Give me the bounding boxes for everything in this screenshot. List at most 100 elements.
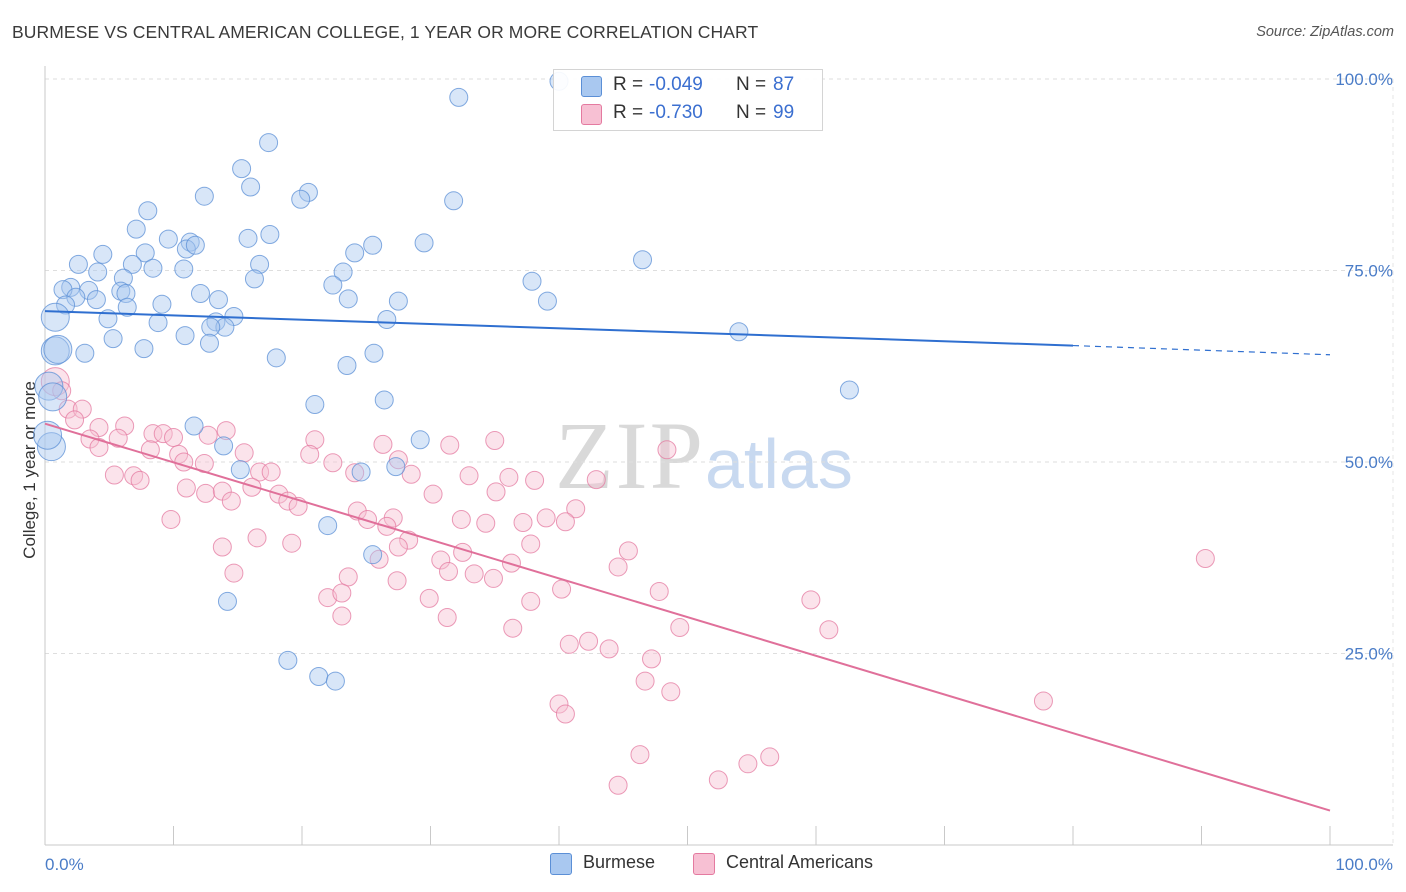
data-point-burmese xyxy=(410,430,430,450)
data-point-burmese xyxy=(364,343,384,363)
data-point-central-americans xyxy=(242,477,262,497)
y-tick-label: 25.0% xyxy=(1345,645,1393,664)
trendline-burmese xyxy=(44,310,1074,347)
trendline-burmese-extension xyxy=(1072,344,1331,356)
data-point-burmese xyxy=(291,189,311,209)
data-point-burmese xyxy=(194,186,214,206)
data-point-central-americans xyxy=(437,607,457,627)
stats-box: R = -0.049 N = 87 R = -0.730 N = 99 xyxy=(553,69,823,131)
watermark-atlas: atlas xyxy=(705,425,853,503)
data-point-central-americans xyxy=(555,512,575,532)
data-point-burmese xyxy=(174,259,194,279)
data-point-central-americans xyxy=(608,557,628,577)
data-point-central-americans xyxy=(234,443,254,463)
data-point-burmese xyxy=(116,283,136,303)
data-point-central-americans xyxy=(618,541,638,561)
data-point-burmese xyxy=(88,262,108,282)
data-point-burmese xyxy=(260,224,280,244)
data-point-central-americans xyxy=(247,528,267,548)
data-point-central-americans xyxy=(143,424,163,444)
data-point-central-americans xyxy=(642,649,662,669)
data-point-central-americans xyxy=(552,579,572,599)
data-point-central-americans xyxy=(521,534,541,554)
data-point-central-americans xyxy=(635,671,655,691)
data-point-central-americans xyxy=(282,533,302,553)
data-point-central-americans xyxy=(345,463,365,483)
data-point-central-americans xyxy=(586,470,606,490)
data-point-central-americans xyxy=(216,421,236,441)
data-point-burmese xyxy=(33,420,63,450)
r-value: -0.049 xyxy=(649,74,703,95)
data-point-burmese xyxy=(633,250,653,270)
data-point-central-americans xyxy=(318,588,338,608)
data-point-burmese xyxy=(298,182,318,202)
data-point-burmese xyxy=(325,671,345,691)
data-point-central-americans xyxy=(161,509,181,529)
data-point-burmese xyxy=(34,371,64,401)
data-point-burmese xyxy=(363,545,383,565)
data-point-central-americans xyxy=(661,682,681,702)
burmese-swatch xyxy=(550,853,572,875)
n-label: N = xyxy=(736,74,767,95)
data-point-burmese xyxy=(86,290,106,310)
data-point-central-americans xyxy=(549,694,569,714)
y-tick-label: 100.0% xyxy=(1335,70,1393,89)
data-point-central-americans xyxy=(525,470,545,490)
data-point-burmese xyxy=(175,326,195,346)
legend-label: Central Americans xyxy=(726,852,874,872)
data-point-burmese xyxy=(40,302,70,332)
data-point-central-americans xyxy=(649,581,669,601)
data-point-burmese xyxy=(305,395,325,415)
data-point-burmese xyxy=(138,201,158,221)
data-point-central-americans xyxy=(72,399,92,419)
data-point-burmese xyxy=(199,333,219,353)
r-label: R = xyxy=(613,74,644,95)
data-point-burmese xyxy=(215,317,235,337)
data-point-burmese xyxy=(75,343,95,363)
data-point-central-americans xyxy=(224,563,244,583)
n-label: N = xyxy=(736,102,767,123)
data-point-burmese xyxy=(386,457,406,477)
data-point-burmese xyxy=(190,283,210,303)
data-point-central-americans xyxy=(431,550,451,570)
data-point-burmese xyxy=(126,219,146,239)
data-point-burmese xyxy=(244,269,264,289)
data-point-central-americans xyxy=(198,425,218,445)
data-point-burmese xyxy=(522,271,542,291)
data-point-burmese xyxy=(201,317,221,337)
data-point-central-americans xyxy=(1033,691,1053,711)
data-point-central-americans xyxy=(536,508,556,528)
data-point-central-americans xyxy=(451,509,471,529)
data-point-central-americans xyxy=(261,462,281,482)
data-point-central-americans xyxy=(323,453,343,473)
y-tick-label: 75.0% xyxy=(1345,262,1393,281)
data-point-burmese xyxy=(40,336,70,366)
data-point-burmese xyxy=(729,322,749,342)
data-point-burmese xyxy=(414,233,434,253)
data-point-central-americans xyxy=(760,747,780,767)
data-point-central-americans xyxy=(453,542,473,562)
data-point-central-americans xyxy=(399,530,419,550)
data-point-burmese xyxy=(363,235,383,255)
x-tick-label: 0.0% xyxy=(45,855,84,874)
data-point-burmese xyxy=(318,516,338,536)
data-point-central-americans xyxy=(358,509,378,529)
data-point-central-americans xyxy=(670,617,690,637)
data-point-central-americans xyxy=(305,430,325,450)
data-point-central-americans xyxy=(332,583,352,603)
data-point-burmese xyxy=(117,297,137,317)
n-value: 99 xyxy=(773,102,795,123)
data-point-central-americans xyxy=(579,631,599,651)
data-point-burmese xyxy=(323,275,343,295)
data-point-central-americans xyxy=(566,499,586,519)
data-point-burmese xyxy=(238,228,258,248)
data-point-central-americans xyxy=(459,466,479,486)
data-point-central-americans xyxy=(485,431,505,451)
data-point-central-americans xyxy=(332,606,352,626)
legend: Burmese Central Americans xyxy=(0,852,1406,878)
data-point-burmese xyxy=(148,313,168,333)
data-point-burmese xyxy=(122,254,142,274)
watermark-zip: ZIP xyxy=(555,402,705,509)
data-point-burmese xyxy=(444,191,464,211)
